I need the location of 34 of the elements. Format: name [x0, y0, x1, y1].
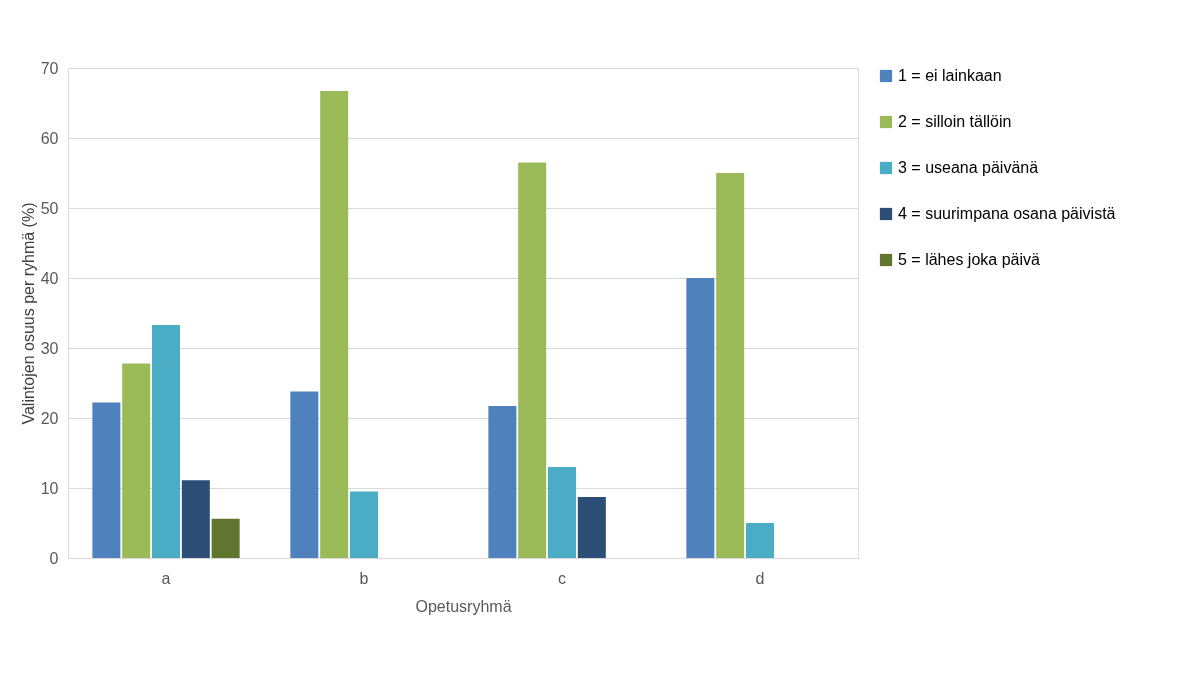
bar — [548, 467, 576, 558]
bar — [320, 91, 349, 558]
y-tick-label: 50 — [40, 199, 59, 217]
bar — [290, 391, 319, 558]
bar — [518, 162, 547, 558]
bar — [577, 497, 606, 558]
legend-label: 3 = useana päivänä — [898, 159, 1039, 176]
legend-label: 1 = ei lainkaan — [898, 67, 1002, 84]
y-tick-label: 40 — [40, 269, 59, 287]
y-axis-title: Valintojen osuus per ryhmä (%) — [19, 202, 37, 425]
x-tick-label: b — [359, 569, 369, 587]
bar — [745, 523, 774, 558]
bar — [211, 518, 240, 558]
bar — [152, 324, 181, 558]
legend-label: 2 = silloin tällöin — [898, 113, 1012, 130]
bar — [716, 173, 745, 558]
y-tick-label: 60 — [40, 129, 59, 147]
bar — [122, 363, 151, 558]
y-tick-label: 10 — [40, 479, 59, 497]
y-tick-label: 20 — [40, 409, 59, 427]
y-tick-label: 70 — [40, 59, 59, 77]
legend-label: 5 = lähes joka päivä — [898, 251, 1040, 268]
bar — [488, 406, 517, 558]
bar — [92, 402, 121, 558]
y-tick-label: 0 — [49, 549, 59, 567]
bar — [350, 491, 378, 558]
bar — [181, 480, 210, 558]
x-tick-label: a — [161, 569, 171, 587]
x-tick-label: c — [558, 569, 566, 587]
y-tick-label: 30 — [40, 339, 59, 357]
bar — [686, 278, 715, 558]
legend-label: 4 = suurimpana osana päivistä — [898, 205, 1116, 222]
x-axis-title: Opetusryhmä — [415, 597, 512, 615]
x-tick-label: d — [755, 569, 765, 587]
